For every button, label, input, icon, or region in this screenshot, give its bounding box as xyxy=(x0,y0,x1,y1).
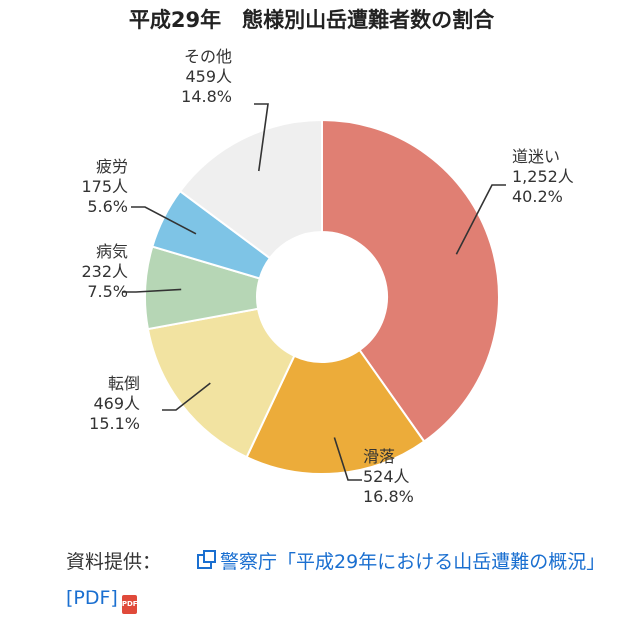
slice-name-6: その他 xyxy=(184,47,232,66)
leader-line-4 xyxy=(122,288,182,293)
slice-count-5: 175人 xyxy=(81,177,128,196)
source-credit: 資料提供： 警察庁「平成29年における山岳遭難の概況」[PDF] PDF xyxy=(66,544,606,616)
slice-name-2: 滑落 xyxy=(363,447,395,466)
chart-title: 平成29年 態様別山岳遭難者数の割合 xyxy=(128,8,495,32)
leader-line-3 xyxy=(162,382,211,411)
leader-line-1 xyxy=(455,184,506,255)
slice-percent-3: 15.1% xyxy=(89,414,140,433)
pie-slice-3 xyxy=(146,307,296,459)
slice-percent-6: 14.8% xyxy=(181,87,232,106)
pdf-icon: PDF xyxy=(121,595,138,614)
slice-count-4: 232人 xyxy=(81,262,128,281)
slice-percent-2: 16.8% xyxy=(363,487,414,506)
slice-count-6: 459人 xyxy=(185,67,232,86)
source-link[interactable]: 警察庁「平成29年における山岳遭難の概況」[PDF] xyxy=(66,551,606,609)
slice-count-1: 1,252人 xyxy=(512,167,574,186)
pie-slice-1 xyxy=(321,118,500,443)
pie-slice-6 xyxy=(178,118,323,260)
slice-name-5: 疲労 xyxy=(96,157,128,176)
slice-name-4: 病気 xyxy=(96,242,128,261)
slice-count-3: 469人 xyxy=(93,394,140,413)
slice-percent-4: 7.5% xyxy=(87,282,128,301)
slice-percent-5: 5.6% xyxy=(87,197,128,216)
leader-line-6 xyxy=(254,103,269,172)
slice-name-1: 道迷い xyxy=(512,147,560,166)
slice-percent-1: 40.2% xyxy=(512,187,563,206)
pie-slice-2 xyxy=(245,348,426,475)
slice-count-2: 524人 xyxy=(363,467,410,486)
source-label: 資料提供： xyxy=(66,551,162,573)
slice-name-3: 転倒 xyxy=(108,374,140,393)
external-link-icon[interactable] xyxy=(197,550,217,569)
leader-line-2 xyxy=(333,437,362,481)
leader-line-5 xyxy=(131,206,197,235)
